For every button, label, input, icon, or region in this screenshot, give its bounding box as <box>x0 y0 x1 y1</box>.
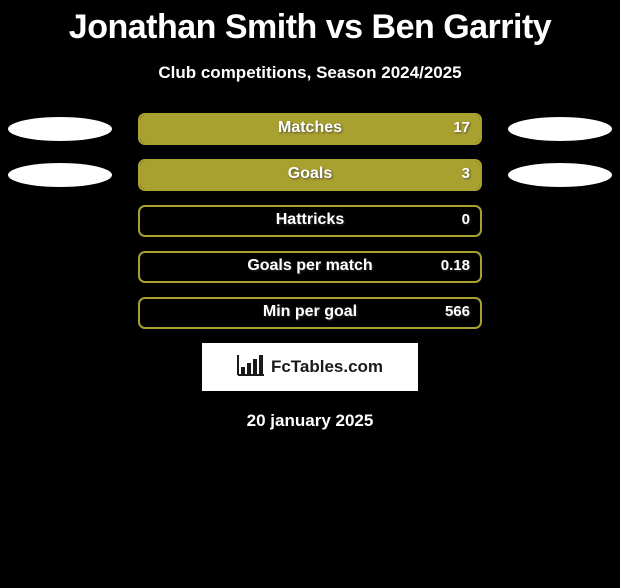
bar-track <box>138 159 482 191</box>
right-ellipse <box>508 163 612 187</box>
left-ellipse <box>8 163 112 187</box>
bar-fill <box>140 161 480 189</box>
footer-brand-text: FcTables.com <box>271 357 383 377</box>
page-title: Jonathan Smith vs Ben Garrity <box>0 8 620 47</box>
stat-row: Hattricks0 <box>0 205 620 239</box>
subtitle: Club competitions, Season 2024/2025 <box>0 63 620 83</box>
footer-brand-card[interactable]: FcTables.com <box>202 343 418 391</box>
bar-fill <box>140 115 480 143</box>
bar-track <box>138 297 482 329</box>
bar-track <box>138 205 482 237</box>
stat-row: Goals3 <box>0 159 620 193</box>
right-ellipse <box>508 117 612 141</box>
stat-row: Min per goal566 <box>0 297 620 331</box>
stats-area: Matches17 Goals3 Hattricks0 Goals per match… <box>0 113 620 331</box>
stat-row: Matches17 <box>0 113 620 147</box>
bar-track <box>138 251 482 283</box>
date-text: 20 january 2025 <box>0 411 620 431</box>
bar-track <box>138 113 482 145</box>
left-ellipse <box>8 117 112 141</box>
chart-icon <box>237 354 265 381</box>
stat-row: Goals per match0.18 <box>0 251 620 285</box>
